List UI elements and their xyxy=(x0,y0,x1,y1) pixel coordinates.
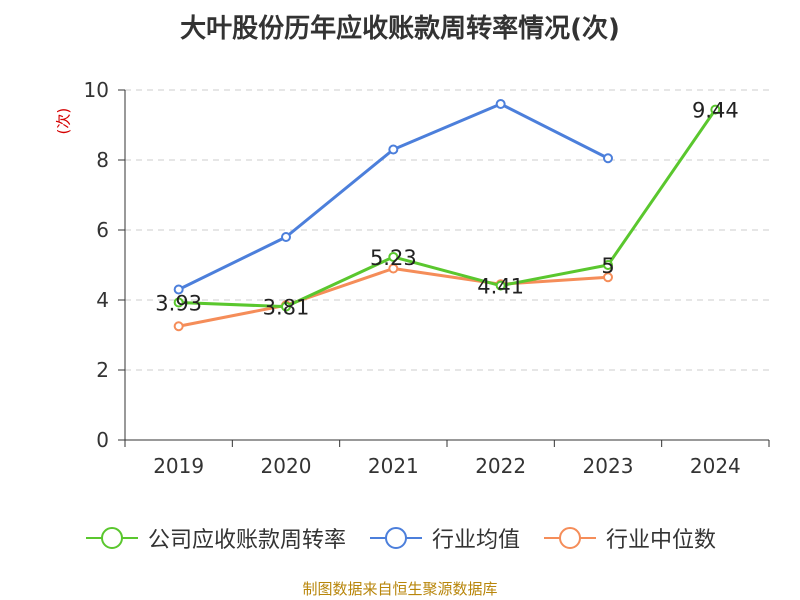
legend-item[interactable]: 行业均值 xyxy=(368,522,520,554)
x-tick-label: 2024 xyxy=(690,454,741,478)
legend-label: 行业中位数 xyxy=(606,528,717,553)
y-tick-label: 6 xyxy=(96,218,109,242)
y-tick-label: 2 xyxy=(96,358,109,382)
legend-marker-icon xyxy=(544,527,596,549)
legend-item[interactable]: 行业中位数 xyxy=(542,522,716,554)
data-point xyxy=(173,284,184,295)
data-point xyxy=(388,263,399,274)
legend-marker-icon xyxy=(85,527,138,549)
y-tick-label: 0 xyxy=(96,428,109,452)
x-tick-label: 2022 xyxy=(475,454,526,478)
legend-marker-icon xyxy=(369,527,422,549)
y-tick-label: 8 xyxy=(96,148,109,172)
data-point xyxy=(173,321,184,332)
data-point xyxy=(281,301,291,312)
series-line xyxy=(178,108,717,309)
y-tick-label: 4 xyxy=(96,288,109,312)
x-tick-label: 2021 xyxy=(368,454,419,478)
data-point xyxy=(710,104,721,115)
data-label: 3.93 xyxy=(155,291,202,315)
data-label: 3.81 xyxy=(263,296,310,320)
chart-legend: 公司应收账款周转率 行业均值 行业中位数 xyxy=(0,518,800,558)
legend-label: 行业均值 xyxy=(431,528,520,553)
x-tick-label: 2020 xyxy=(261,454,312,478)
data-point xyxy=(281,232,291,242)
data-label: 5 xyxy=(601,254,614,278)
data-point xyxy=(388,144,399,155)
data-point xyxy=(388,251,399,262)
data-point xyxy=(495,99,506,109)
data-point xyxy=(603,153,613,164)
y-tick-label: 10 xyxy=(84,78,109,102)
data-point xyxy=(603,272,613,283)
data-label: 5.23 xyxy=(370,246,417,270)
data-point xyxy=(603,260,613,270)
x-tick-label: 2019 xyxy=(153,454,204,478)
legend-item[interactable]: 公司应收账款周转率 xyxy=(84,522,346,554)
data-label: 9.44 xyxy=(692,99,739,123)
chart-title: 大叶股份历年应收账款周转率情况(次) xyxy=(180,14,620,44)
data-source-note: 制图数据来自恒生聚源数据库 xyxy=(302,580,498,598)
data-point xyxy=(173,297,184,308)
x-tick-label: 2023 xyxy=(583,454,634,478)
data-point xyxy=(495,280,506,291)
legend-label: 公司应收账款周转率 xyxy=(147,528,346,553)
data-label: 4.41 xyxy=(477,275,524,299)
